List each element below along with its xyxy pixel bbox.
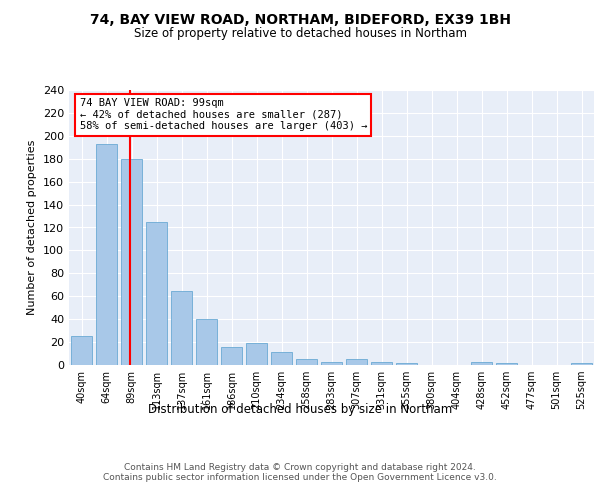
Text: Distribution of detached houses by size in Northam: Distribution of detached houses by size … (148, 402, 452, 415)
Bar (571, 362, 592, 365)
Bar (171, 290, 192, 365)
Text: 74 BAY VIEW ROAD: 99sqm
← 42% of detached houses are smaller (287)
58% of semi-d: 74 BAY VIEW ROAD: 99sqm ← 42% of detache… (79, 98, 367, 132)
Y-axis label: Number of detached properties: Number of detached properties (28, 140, 37, 315)
Bar (196, 319, 217, 365)
Bar (371, 362, 392, 365)
Bar (146, 222, 167, 365)
Bar (346, 360, 367, 365)
Text: Contains HM Land Registry data © Crown copyright and database right 2024.
Contai: Contains HM Land Registry data © Crown c… (103, 462, 497, 482)
Bar (121, 159, 142, 365)
Bar (321, 362, 342, 365)
Text: 74, BAY VIEW ROAD, NORTHAM, BIDEFORD, EX39 1BH: 74, BAY VIEW ROAD, NORTHAM, BIDEFORD, EX… (89, 12, 511, 26)
Bar (471, 362, 492, 365)
Text: Size of property relative to detached houses in Northam: Size of property relative to detached ho… (133, 28, 467, 40)
Bar (396, 362, 417, 365)
Bar (71, 336, 92, 365)
Bar (296, 360, 317, 365)
Bar (496, 362, 517, 365)
Bar (96, 144, 117, 365)
Bar (246, 343, 267, 365)
Bar (271, 352, 292, 365)
Bar (221, 346, 242, 365)
